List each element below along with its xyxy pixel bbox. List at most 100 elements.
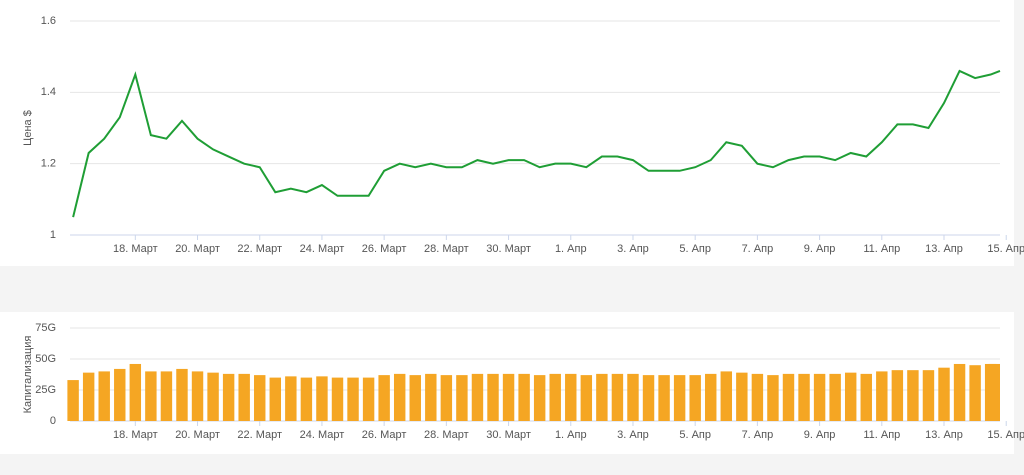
bar: [269, 377, 282, 421]
bar: [533, 375, 546, 421]
x-tick-label: 11. Апр: [863, 429, 900, 441]
bar: [67, 380, 79, 421]
bar: [362, 377, 375, 421]
bar: [456, 375, 468, 421]
bar: [378, 375, 390, 421]
bar: [844, 372, 857, 421]
y-tick-label: 1.6: [41, 15, 56, 27]
x-tick-label: 5. Апр: [679, 243, 711, 255]
y-tick-label: 1.2: [41, 158, 56, 170]
bar: [129, 363, 142, 421]
bar: [254, 375, 266, 421]
x-tick-label: 9. Апр: [804, 243, 836, 255]
y-tick-label: 50G: [35, 353, 56, 365]
bar: [798, 373, 810, 421]
bar: [736, 372, 748, 421]
bar: [316, 376, 328, 421]
x-tick-label: 24. Март: [300, 429, 345, 441]
bar: [82, 372, 95, 421]
x-tick-label: 15. Апр: [987, 243, 1024, 255]
x-tick-label: 20. Март: [175, 429, 220, 441]
bar: [549, 373, 561, 421]
bar: [938, 367, 950, 421]
bar: [627, 373, 639, 421]
bar: [176, 368, 188, 421]
bar: [518, 373, 530, 421]
bar: [565, 373, 577, 421]
y-tick-label: 75G: [35, 322, 56, 334]
bar: [502, 373, 515, 421]
bar: [207, 372, 219, 421]
x-tick-label: 24. Март: [300, 243, 345, 255]
bar: [705, 373, 717, 421]
price-panel: [0, 0, 1014, 266]
x-tick-label: 20. Март: [175, 243, 220, 255]
x-tick-label: 28. Март: [424, 243, 469, 255]
bar: [440, 375, 453, 421]
bar: [782, 373, 795, 421]
x-tick-label: 13. Апр: [925, 429, 963, 441]
bar: [813, 373, 826, 421]
bar: [611, 373, 624, 421]
bar: [425, 373, 437, 421]
x-tick-label: 11. Апр: [863, 243, 900, 255]
y-tick-label: 0: [50, 415, 56, 427]
x-tick-label: 9. Апр: [804, 429, 836, 441]
bar: [689, 375, 701, 421]
bar: [393, 373, 406, 421]
bar: [580, 375, 593, 421]
bar: [191, 371, 204, 421]
x-tick-label: 18. Март: [113, 429, 158, 441]
bar: [751, 373, 764, 421]
x-tick-label: 7. Апр: [742, 243, 774, 255]
y-tick-label: 25G: [35, 384, 56, 396]
bar: [347, 377, 359, 421]
x-tick-label: 28. Март: [424, 429, 469, 441]
bar: [922, 370, 935, 421]
bar: [300, 377, 313, 421]
x-tick-label: 3. Апр: [617, 429, 649, 441]
bar: [829, 373, 841, 421]
bar: [145, 371, 157, 421]
bar: [331, 377, 344, 421]
bar: [285, 376, 297, 421]
x-tick-label: 30. Март: [486, 243, 531, 255]
bar: [907, 370, 919, 421]
bar: [953, 363, 966, 421]
bar: [767, 375, 779, 421]
x-tick-label: 22. Март: [237, 243, 282, 255]
x-tick-label: 18. Март: [113, 243, 158, 255]
bar: [487, 373, 499, 421]
bar: [222, 373, 235, 421]
bar: [596, 373, 608, 421]
bar: [238, 373, 250, 421]
bar: [409, 375, 421, 421]
bar: [860, 373, 872, 421]
bar: [642, 375, 655, 421]
x-tick-label: 1. Апр: [555, 243, 587, 255]
x-tick-label: 5. Апр: [679, 429, 711, 441]
bar: [471, 373, 484, 421]
x-tick-label: 3. Апр: [617, 243, 649, 255]
y-tick-label: 1: [50, 229, 56, 241]
bar: [658, 375, 670, 421]
x-tick-label: 22. Март: [237, 429, 282, 441]
x-tick-label: 30. Март: [486, 429, 531, 441]
bar: [969, 365, 981, 421]
y-axis-label: Капитализация: [22, 336, 34, 414]
x-tick-label: 15. Апр: [987, 429, 1024, 441]
bar: [98, 371, 110, 421]
x-tick-label: 1. Апр: [555, 429, 587, 441]
x-tick-label: 13. Апр: [925, 243, 963, 255]
y-axis-label: Цена $: [22, 110, 34, 146]
y-tick-label: 1.4: [41, 86, 56, 98]
bar: [114, 368, 126, 421]
x-tick-label: 7. Апр: [742, 429, 774, 441]
bar: [876, 371, 888, 421]
price-line: [72, 69, 1001, 218]
bar: [160, 371, 173, 421]
bar: [720, 371, 733, 421]
bar: [988, 363, 1000, 421]
